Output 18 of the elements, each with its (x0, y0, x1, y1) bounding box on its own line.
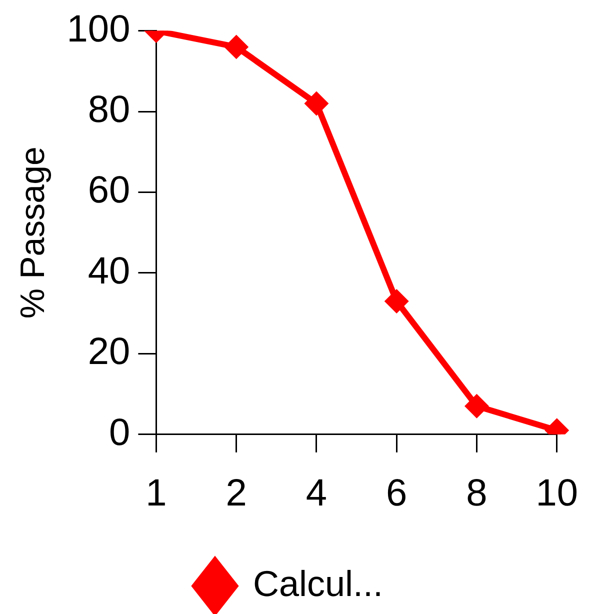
x-tick-label: 1 (146, 472, 167, 515)
y-axis-title: % Passage (14, 146, 52, 319)
x-tick-label: 10 (536, 472, 578, 515)
x-tick-label: 2 (226, 472, 247, 515)
point (305, 92, 328, 114)
legend-label: Calcul... (252, 562, 384, 604)
x-tick-label: 8 (466, 472, 488, 515)
point (225, 36, 248, 58)
x-tick-label: 6 (386, 472, 408, 515)
point (466, 395, 488, 418)
y-tick-label: 0 (109, 412, 130, 454)
y-tick-label: 100 (66, 8, 130, 50)
y-tick-label: 20 (88, 331, 130, 374)
x-tick-label: 4 (306, 472, 328, 515)
point (386, 290, 408, 312)
y-tick-label: 40 (88, 250, 130, 292)
y-tick-label: 80 (88, 89, 130, 132)
y-tick-label: 60 (88, 170, 130, 212)
